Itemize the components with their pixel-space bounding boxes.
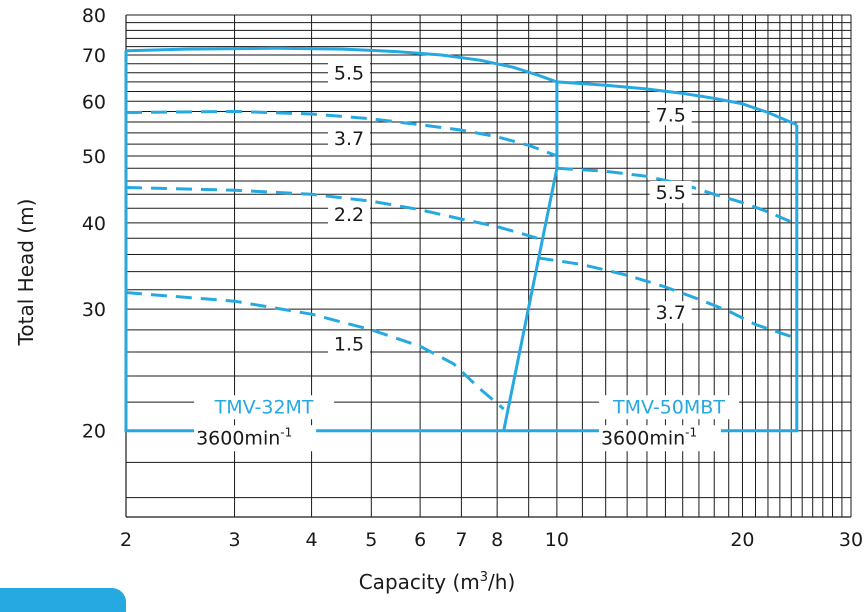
- curve-tmv-50mbt-7-5: [556, 80, 798, 127]
- curve-label-bg: [649, 301, 692, 324]
- curve-label-bg: [649, 103, 692, 126]
- x-tick-label: 10: [545, 529, 569, 551]
- curve-label: 3.7: [656, 302, 686, 324]
- speed-label-bg: [598, 425, 721, 452]
- y-tick-label: 50: [82, 146, 106, 168]
- y-tick-label: 70: [82, 45, 106, 67]
- model-speed: 3600min-1: [196, 425, 292, 449]
- curve-label: 1.5: [334, 334, 364, 356]
- x-tick-label: 8: [491, 529, 503, 551]
- y-tick-label: 30: [82, 299, 106, 321]
- x-tick-label: 30: [839, 529, 863, 551]
- x-tick-label: 5: [365, 529, 377, 551]
- curve-label: 5.5: [656, 182, 686, 204]
- curve-label-bg: [327, 61, 370, 84]
- model-label-bg: [598, 395, 739, 420]
- model-speed-superscript: -1: [685, 425, 697, 439]
- x-axis-title: Capacity (m3/h): [359, 570, 516, 594]
- curve-label-bg: [649, 181, 692, 204]
- y-tick-label: 40: [82, 213, 106, 235]
- model-label-bg: [194, 395, 335, 420]
- envelope-line: [503, 124, 799, 433]
- model-speed-superscript: -1: [280, 425, 292, 439]
- corner-tab: [0, 588, 126, 612]
- y-tick-label: 60: [82, 91, 106, 113]
- curve-tmv-32mt-3-7: [125, 109, 558, 158]
- y-tick-label: 80: [82, 5, 106, 27]
- model-speed: 3600min-1: [601, 425, 697, 449]
- curve-label: 5.5: [334, 62, 364, 84]
- ticks: 2 3 4 5 6 7 8 10 20 30 20 30 40 50 60 70 80: [82, 5, 863, 551]
- x-axis-title-rest: /h): [488, 570, 515, 594]
- labels: 5.5 3.7 2.2 1.5 7.5 5.5 3.7 TMV-32MT 3600min-1 TM…: [194, 61, 739, 452]
- curve-label-bg: [327, 332, 370, 355]
- curve-tmv-32mt-1-5: [125, 291, 505, 411]
- x-axis-title-superscript: 3: [480, 570, 488, 585]
- x-tick-label: 7: [455, 529, 467, 551]
- envelope-line: [502, 81, 559, 431]
- curve-label: 3.7: [334, 128, 364, 150]
- curve-tmv-32mt-5-5: [125, 46, 558, 84]
- curve-label-bg: [327, 127, 370, 150]
- curve-label-bg: [327, 203, 370, 226]
- curve-tmv-50mbt-3-7: [537, 256, 798, 340]
- x-tick-label: 4: [306, 529, 318, 551]
- model-name: TMV-50MBT: [612, 396, 725, 418]
- model-name: TMV-32MT: [214, 396, 314, 418]
- y-axis-title: Total Head (m): [14, 199, 38, 347]
- envelope-line: [124, 50, 504, 433]
- curve-label: 2.2: [334, 204, 364, 226]
- x-tick-label: 2: [120, 529, 132, 551]
- x-tick-label: 6: [414, 529, 426, 551]
- curves: [125, 46, 798, 411]
- y-tick-label: 20: [82, 421, 106, 443]
- curve-tmv-50mbt-5-5: [556, 166, 798, 226]
- speed-label-bg: [194, 425, 317, 452]
- x-tick-label: 20: [730, 529, 754, 551]
- x-tick-label: 3: [229, 529, 241, 551]
- curve-label: 7.5: [656, 104, 686, 126]
